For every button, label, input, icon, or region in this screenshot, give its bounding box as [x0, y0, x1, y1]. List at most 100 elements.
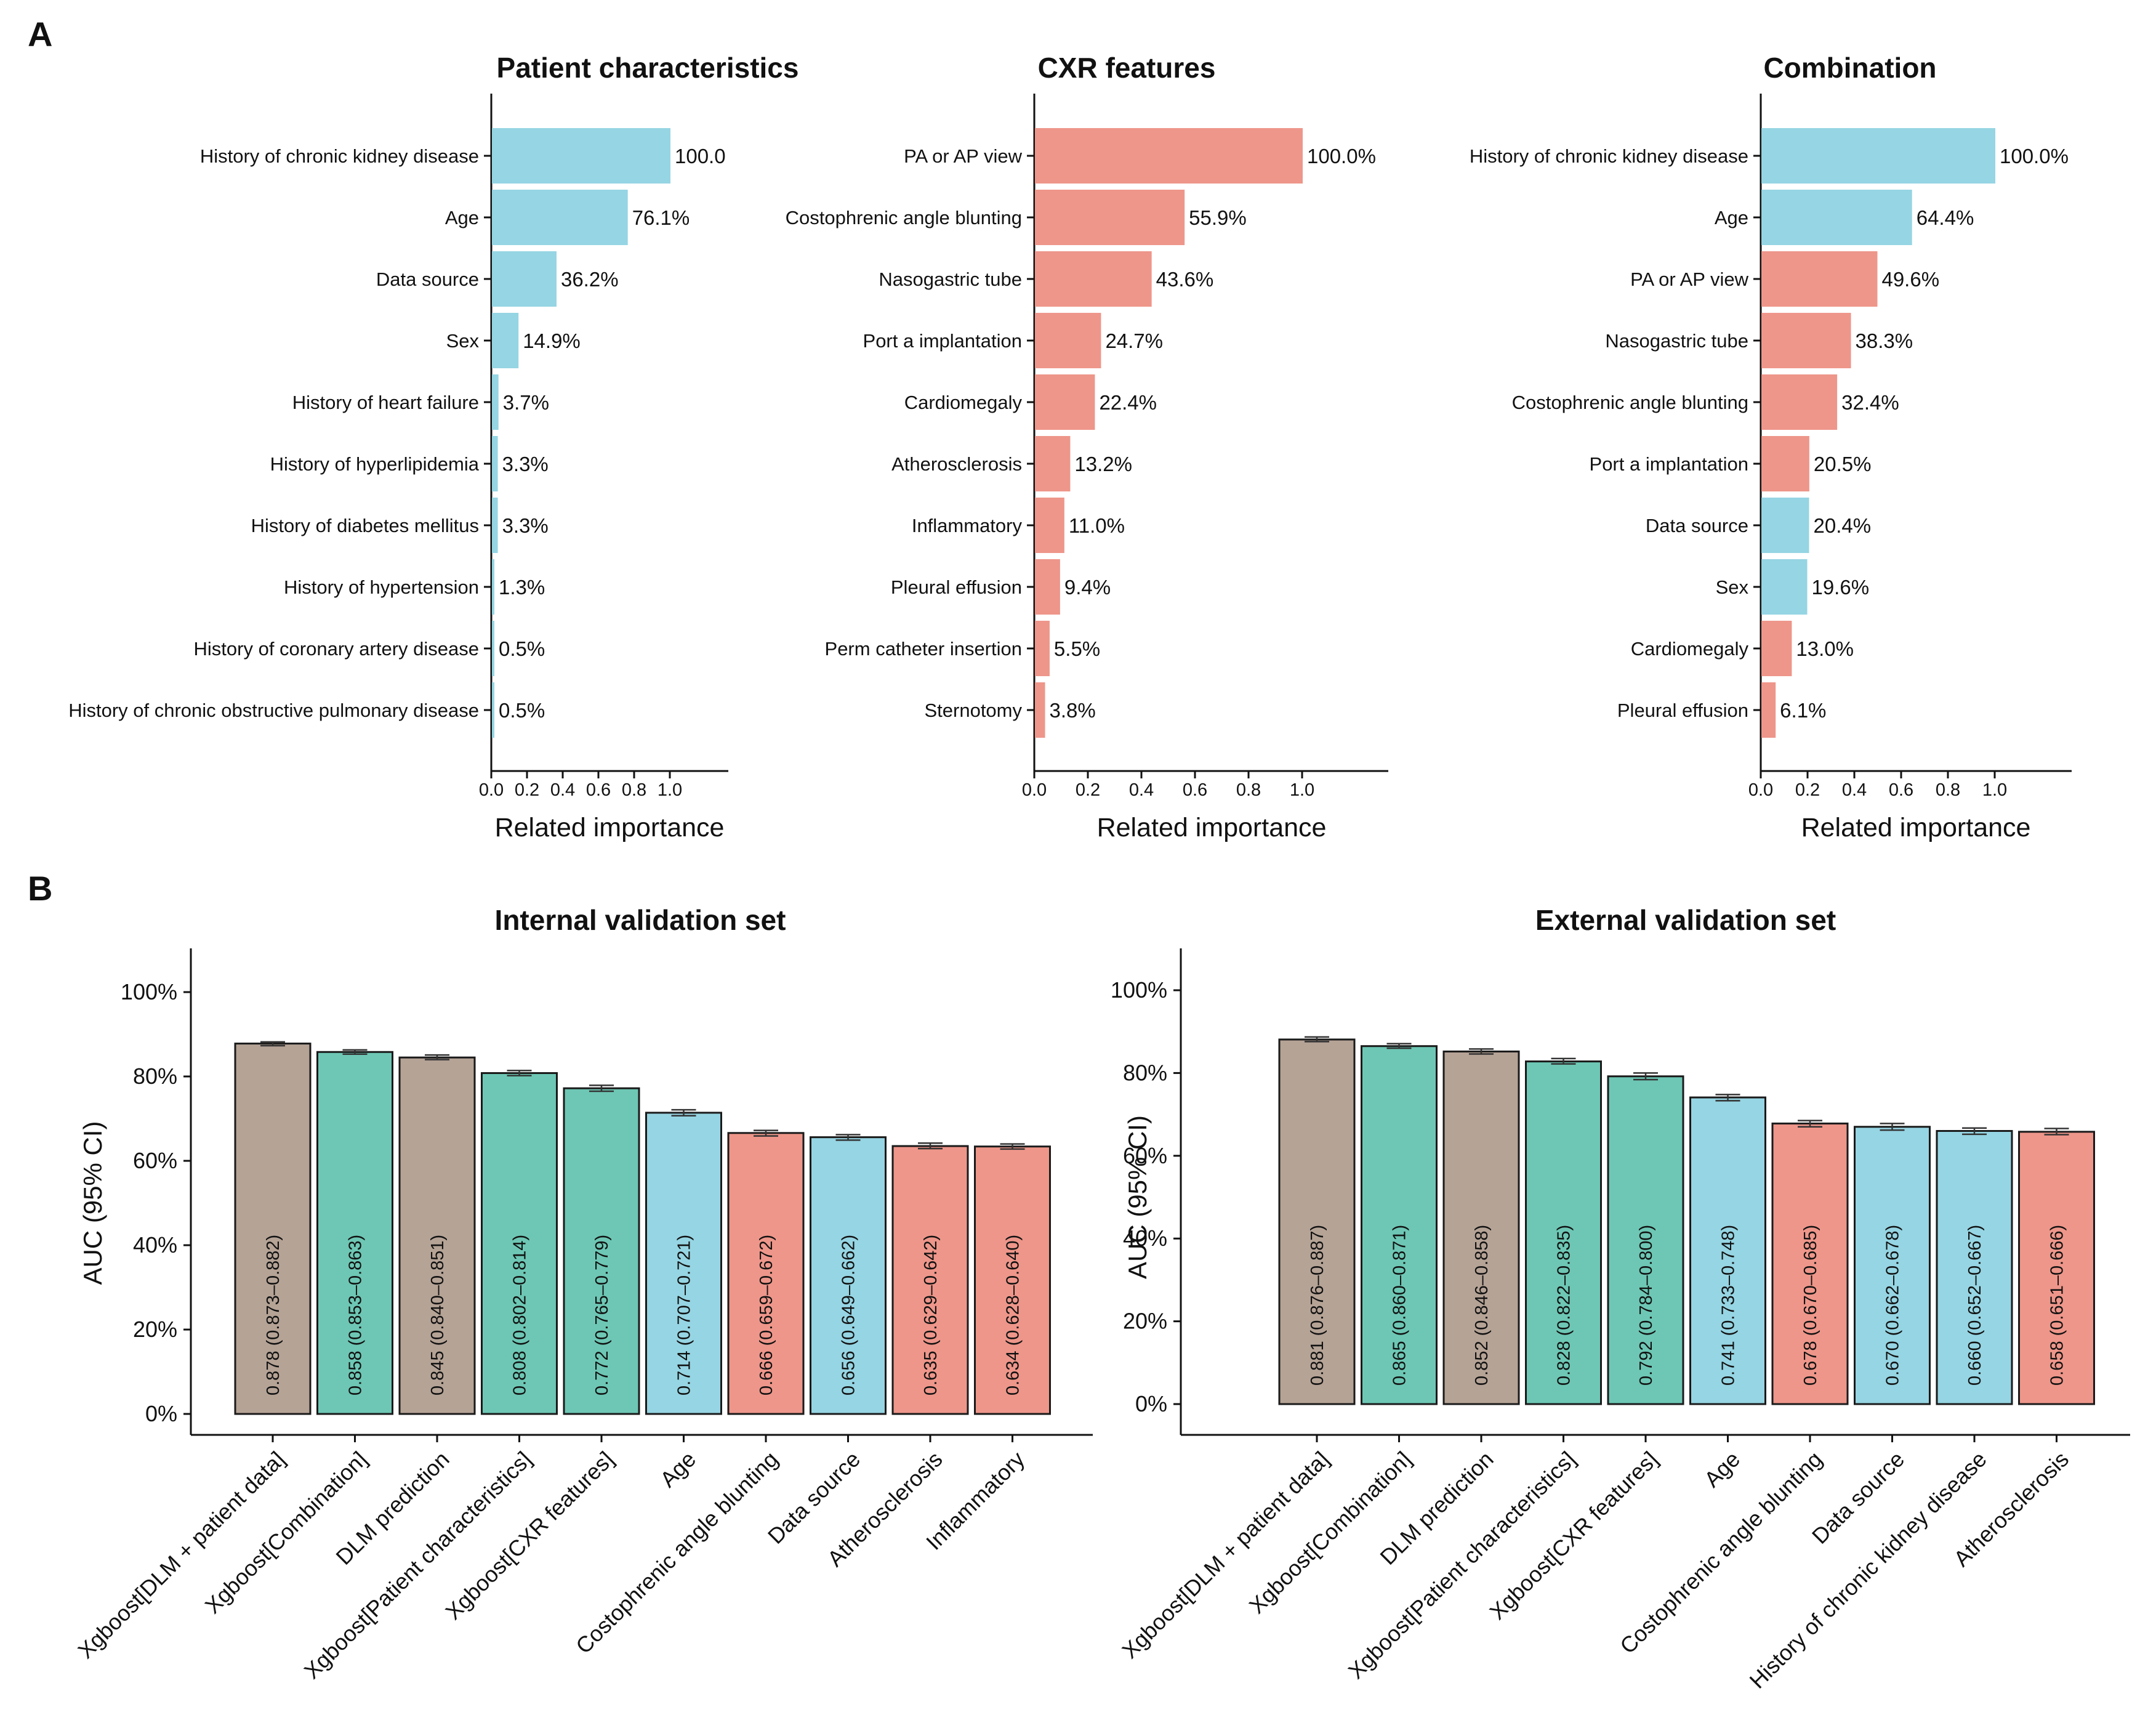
bar	[974, 1145, 1051, 1415]
y-tick-label: 80%	[133, 1064, 177, 1089]
x-tick-label: 0.6	[586, 780, 611, 800]
y-tick-label: 100%	[121, 979, 177, 1004]
bar-value-label: 0.714 (0.707–0.721)	[675, 1235, 694, 1395]
category-label: History of chronic kidney disease	[200, 145, 479, 167]
x-tick-label: 1.0	[1982, 780, 2007, 800]
y-tick-label: 0%	[145, 1401, 177, 1426]
x-tick-label: 0.8	[1236, 780, 1261, 800]
value-label: 20.4%	[1814, 514, 1872, 537]
y-axis-title: AUC (95% CI)	[78, 1121, 107, 1285]
value-label: 9.4%	[1064, 576, 1111, 599]
x-tick-label: 0.4	[550, 780, 575, 800]
bar	[1761, 621, 1792, 676]
x-axis-title: Related importance	[1801, 813, 2031, 842]
category-label: Xgboost[CXR features]	[1484, 1447, 1662, 1625]
category-label: Xgboost[Combination]	[200, 1447, 372, 1618]
bar-value-label: 0.808 (0.802–0.814)	[510, 1235, 530, 1395]
external-validation-chart: External validation set 0% 20% 40% 60% 80% 100…	[1111, 904, 2130, 1694]
bar-value-label: 0.635 (0.629–0.642)	[921, 1235, 941, 1395]
category-label: Sex	[1716, 576, 1749, 598]
bar	[492, 313, 519, 368]
bar-value-label: 0.878 (0.873–0.882)	[263, 1235, 283, 1395]
bar	[492, 128, 670, 184]
bar	[492, 682, 494, 738]
bar	[727, 1132, 805, 1415]
category-label: Cardiomegaly	[1631, 638, 1749, 660]
category-label: Age	[655, 1447, 701, 1492]
value-label: 36.2%	[561, 268, 619, 291]
bar	[492, 559, 494, 615]
x-tick-label: 0.4	[1842, 780, 1867, 800]
category-label: Xgboost[CXR features]	[440, 1447, 618, 1625]
bar-value-label: 0.852 (0.846–0.858)	[1472, 1225, 1492, 1386]
bar	[1607, 1075, 1684, 1405]
category-label: Pleural effusion	[891, 576, 1022, 598]
bar	[1035, 313, 1101, 368]
bar	[1761, 251, 1878, 307]
x-tick-label: 0.0	[479, 780, 504, 800]
bar	[563, 1087, 640, 1415]
category-label: Nasogastric tube	[1605, 330, 1748, 352]
bar-value-label: 0.670 (0.662–0.678)	[1883, 1225, 1903, 1386]
value-label: 24.7%	[1105, 329, 1163, 352]
x-tick-label: 0.2	[515, 780, 539, 800]
y-tick-label: 0%	[1135, 1391, 1167, 1416]
category-label: Pleural effusion	[1617, 700, 1748, 721]
bar	[1689, 1096, 1766, 1405]
value-label: 3.3%	[502, 453, 549, 475]
combination-chart: Combination 0.0 0.2 0.4 0.6 0.8 1.0 Related imp…	[1470, 52, 2072, 842]
chart-title: CXR features	[1038, 52, 1216, 84]
bar	[1035, 621, 1050, 676]
chart-title: Patient characteristics	[497, 52, 799, 84]
category-label: History of diabetes mellitus	[251, 515, 479, 536]
value-label: 11.0%	[1069, 514, 1125, 537]
bar-value-label: 0.792 (0.784–0.800)	[1636, 1225, 1656, 1386]
category-label: Age	[1715, 207, 1748, 228]
bar	[1761, 128, 1995, 184]
category-label: Perm catheter insertion	[825, 638, 1022, 660]
bar	[492, 498, 498, 553]
x-tick-label: 0.4	[1129, 780, 1154, 800]
value-label: 22.4%	[1099, 391, 1157, 414]
y-tick-label: 40%	[133, 1232, 177, 1258]
category-label: PA or AP view	[904, 145, 1022, 167]
x-tick-label: 0.0	[1022, 780, 1047, 800]
bar	[1361, 1045, 1438, 1405]
bar	[492, 436, 498, 491]
panel-label-a: A	[28, 15, 52, 54]
value-label: 0.5%	[499, 699, 545, 722]
bar-value-label: 0.881 (0.876–0.887)	[1308, 1225, 1327, 1386]
x-tick-label: 0.0	[1748, 780, 1773, 800]
value-label: 55.9%	[1189, 206, 1247, 229]
value-label: 100.0	[675, 145, 726, 168]
bar	[1761, 682, 1776, 738]
category-label: History of coronary artery disease	[194, 638, 479, 660]
bar	[891, 1145, 969, 1415]
y-tick-label: 40%	[1123, 1225, 1167, 1251]
bar-value-label: 0.741 (0.733–0.748)	[1719, 1225, 1739, 1386]
value-label: 3.7%	[503, 391, 549, 414]
category-label: Port a implantation	[1590, 453, 1748, 475]
value-label: 64.4%	[1917, 206, 1974, 229]
bar	[492, 251, 557, 307]
value-label: 13.2%	[1074, 453, 1132, 475]
chart-title: Combination	[1763, 52, 1936, 84]
value-label: 38.3%	[1856, 329, 1913, 352]
category-label: Costophrenic angle blunting	[1512, 392, 1748, 413]
category-label: Age	[445, 207, 479, 228]
bar	[234, 1043, 312, 1415]
value-label: 13.0%	[1796, 637, 1854, 660]
x-tick-label: 0.8	[1936, 780, 1960, 800]
value-label: 43.6%	[1156, 268, 1214, 291]
value-label: 3.8%	[1050, 699, 1096, 722]
chart-title: Internal validation set	[495, 904, 786, 936]
value-label: 1.3%	[499, 576, 545, 599]
bar	[398, 1056, 476, 1415]
bar	[1525, 1060, 1602, 1405]
category-label: PA or AP view	[1630, 268, 1748, 290]
bar-value-label: 0.660 (0.652–0.667)	[1965, 1225, 1985, 1386]
x-tick-label: 0.2	[1795, 780, 1820, 800]
panel-label-b: B	[28, 869, 52, 908]
bar	[1761, 559, 1808, 615]
bar	[1035, 559, 1060, 615]
